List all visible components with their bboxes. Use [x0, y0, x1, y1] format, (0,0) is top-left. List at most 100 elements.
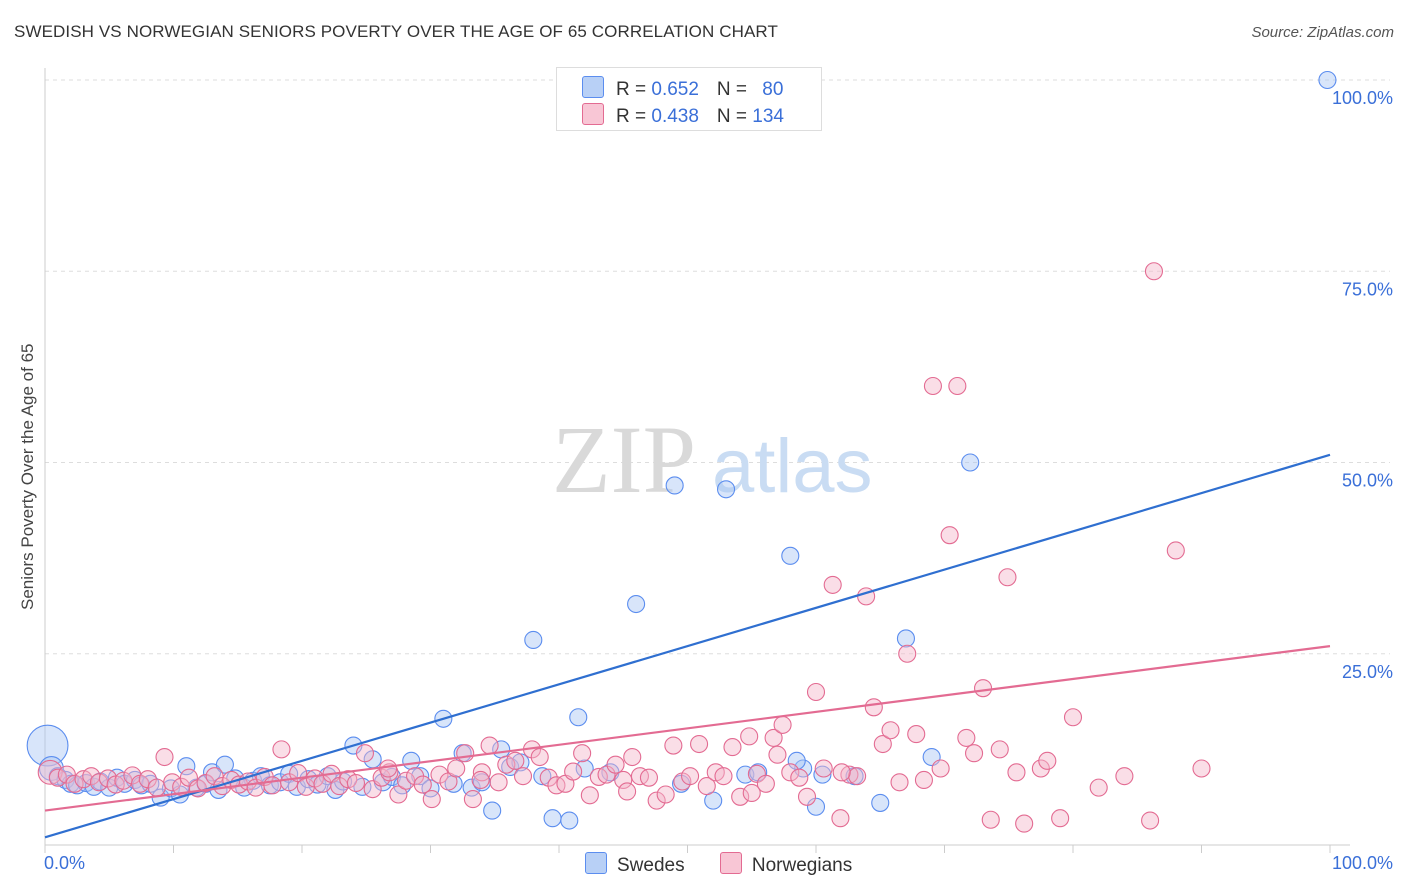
norwegians-point [597, 765, 616, 784]
norwegians-point [898, 644, 917, 663]
norwegians-point [681, 767, 700, 786]
norwegians-point [1007, 763, 1026, 782]
norwegians-r-value: 0.438 [651, 106, 699, 127]
norwegians-point [606, 755, 625, 774]
trend-lines [44, 453, 1331, 839]
norwegians-point [430, 765, 449, 784]
norwegians-n-value: 134 [752, 106, 784, 127]
norwegians-point [630, 767, 650, 786]
swedes-point [483, 801, 502, 820]
norwegians-point [664, 736, 683, 755]
legend-row-swedes: R = 0.652 N = 80 [582, 76, 783, 101]
norwegians-point [831, 809, 850, 828]
swedes-point [716, 480, 736, 499]
norwegians-point [205, 767, 224, 786]
swedes-point [627, 594, 646, 614]
norwegians-point [547, 776, 566, 795]
norwegians-label: Norwegians [751, 855, 853, 876]
n-label: N = [716, 79, 753, 100]
swedes-point [781, 546, 800, 565]
grid-lines [45, 79, 1390, 655]
norwegians-point [823, 575, 842, 594]
tick-labels: 100.0% 75.0% 50.0% 25.0% 0.0% 100.0% [44, 88, 1393, 873]
data-points [26, 70, 1337, 833]
watermark-zip: ZIP [552, 406, 696, 513]
norwegians-point [656, 785, 675, 804]
norwegians-point [513, 767, 533, 786]
swedes-point [961, 453, 980, 472]
norwegians-point [790, 768, 809, 787]
norwegians-point [463, 790, 482, 809]
legend-item-swedes[interactable]: Swedes [585, 852, 685, 877]
norwegians-point [147, 778, 166, 797]
norwegians-point [530, 747, 549, 767]
norwegians-point [65, 774, 84, 793]
r-label: R = [616, 79, 652, 100]
correlation-legend: R = 0.652 N = 80 R = 0.438 N = 134 [556, 67, 822, 131]
y-tick-label: 100.0% [1332, 88, 1393, 108]
swedes-point [1318, 70, 1337, 90]
norwegians-point [965, 744, 984, 763]
norwegians-point [37, 759, 63, 785]
norwegians-point [472, 763, 491, 782]
swedes-point [402, 751, 421, 770]
norwegians-point [422, 790, 441, 809]
norwegians-point [781, 763, 800, 782]
norwegians-point [832, 763, 851, 782]
norwegians-point [539, 768, 558, 787]
swedes-point [533, 767, 552, 786]
norwegians-point [1031, 759, 1050, 778]
swedes-label: Swedes [617, 855, 685, 876]
swedes-n-value: 80 [762, 79, 784, 100]
norwegians-swatch [582, 103, 604, 125]
watermark-atlas: atlas [712, 424, 873, 509]
swedes-point [871, 793, 890, 812]
norwegians-point [1115, 767, 1134, 786]
swedes-point [896, 629, 916, 648]
norwegians-point [797, 787, 817, 806]
source-label: Source: ZipAtlas.com [1251, 24, 1394, 41]
norwegians-point [471, 770, 490, 790]
swedes-point [524, 630, 543, 650]
norwegians-point [742, 783, 761, 803]
norwegians-point [480, 736, 499, 755]
norwegians-point [647, 791, 666, 810]
norwegians-point [981, 810, 1000, 829]
norwegians-point [573, 744, 592, 763]
swedes-point [569, 708, 588, 727]
r-label: R = [616, 106, 652, 127]
norwegians-point [639, 768, 659, 787]
norwegians-swatch [719, 852, 742, 874]
norwegians-point [697, 777, 716, 796]
norwegians-point [940, 526, 959, 545]
legend-row-norwegians: R = 0.438 N = 134 [582, 103, 784, 128]
y-tick-label: 50.0% [1342, 471, 1393, 491]
norwegians-point [389, 785, 408, 804]
norwegians-point [747, 764, 766, 783]
norwegians-point [957, 728, 976, 747]
norwegians-point [623, 747, 642, 767]
norwegians-point [990, 740, 1009, 759]
norwegians-point [814, 759, 833, 778]
legend-item-norwegians[interactable]: Norwegians [719, 852, 853, 877]
norwegians-point [456, 744, 475, 763]
norwegians-point [497, 755, 516, 774]
swedes-trend-line [44, 453, 1331, 839]
norwegians-trend-line [44, 645, 1331, 812]
norwegians-point [1089, 778, 1108, 797]
norwegians-point [397, 771, 416, 790]
norwegians-point [1192, 759, 1211, 778]
y-tick-label: 25.0% [1342, 662, 1393, 682]
x-tick-label-min: 0.0% [44, 853, 85, 873]
swedes-point [575, 759, 594, 778]
swedes-swatch [585, 852, 607, 874]
norwegians-point [346, 773, 366, 793]
swedes-swatch [582, 76, 604, 98]
y-tick-label: 75.0% [1342, 279, 1393, 299]
norwegians-point [155, 747, 174, 767]
norwegians-point [1015, 814, 1034, 833]
norwegians-point [848, 767, 867, 786]
norwegians-point [355, 744, 375, 763]
norwegians-point [881, 721, 900, 740]
